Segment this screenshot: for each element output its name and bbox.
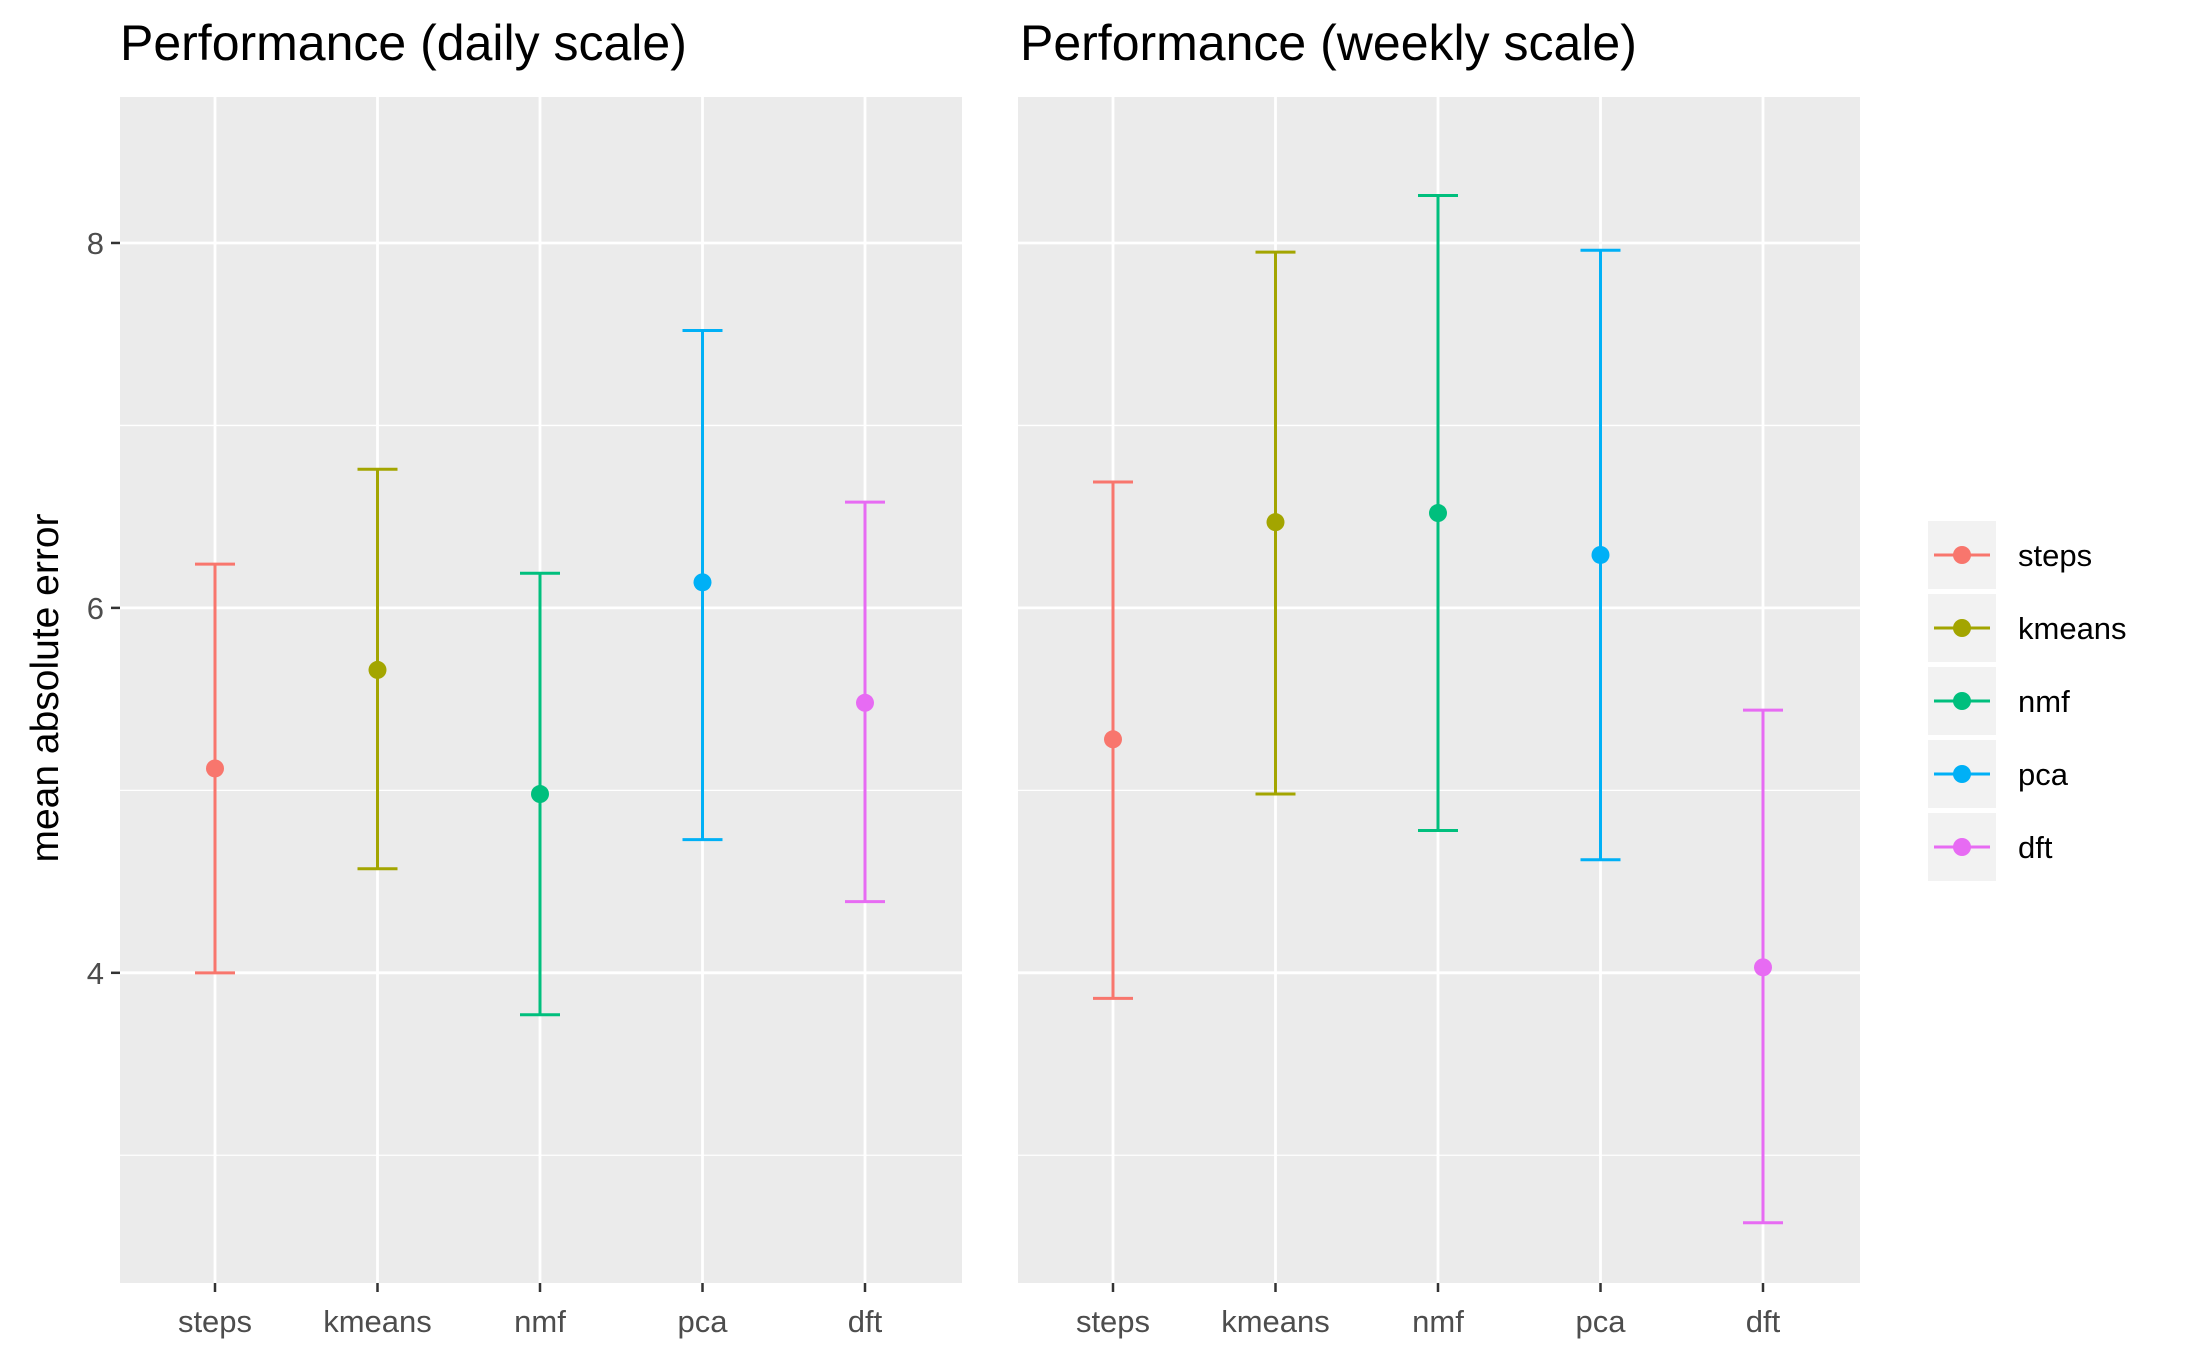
facet-panels: Performance (daily scale) 4 6 8 steps kmeans n… [87, 15, 1860, 1339]
mean-point [693, 573, 712, 592]
mean-point [368, 660, 387, 679]
x-tick-label: pca [1576, 1304, 1627, 1339]
errorbar-nmf [1418, 194, 1458, 832]
x-tick-label: nmf [514, 1304, 566, 1339]
errorbar-dft [845, 500, 885, 904]
mean-point [1429, 504, 1447, 523]
errorbar-pca [682, 329, 723, 842]
legend-label: kmeans [2018, 611, 2127, 646]
x-tick-label: kmeans [1221, 1304, 1330, 1339]
legend-key-point [1953, 838, 1971, 856]
errorbar-kmeans [1255, 250, 1296, 796]
mean-point [856, 693, 874, 712]
legend-key-point [1953, 692, 1971, 710]
legend: steps kmeans nmf pca dft [1928, 521, 2127, 881]
y-tick-label: 6 [87, 591, 104, 626]
mean-point [1266, 513, 1285, 532]
x-tick-label: kmeans [323, 1304, 432, 1339]
x-tick-label: dft [1746, 1304, 1781, 1339]
legend-key-point [1953, 765, 1971, 783]
errorbar-nmf [520, 571, 560, 1017]
panel-title: Performance (weekly scale) [1020, 15, 1637, 71]
legend-key-point [1953, 546, 1971, 564]
mean-point [1591, 545, 1610, 564]
errorbar-pca [1580, 248, 1621, 862]
y-tick-label: 4 [87, 956, 104, 991]
x-tick-label: steps [178, 1304, 252, 1339]
x-tick-label: pca [678, 1304, 729, 1339]
x-tick-label: nmf [1412, 1304, 1464, 1339]
y-axis-title: mean absolute error [24, 513, 67, 862]
panel-title: Performance (daily scale) [120, 15, 687, 71]
y-tick-label: 8 [87, 226, 104, 261]
errorbar-steps [1093, 480, 1133, 1000]
mean-point [206, 759, 224, 778]
x-tick-label: steps [1076, 1304, 1150, 1339]
legend-key-point [1953, 619, 1971, 637]
legend-label: steps [2018, 538, 2092, 573]
legend-item-pca: pca [1928, 740, 2069, 808]
mean-point [1754, 958, 1772, 977]
x-tick-label: dft [848, 1304, 883, 1339]
legend-item-dft: dft [1928, 813, 2053, 881]
mean-point [531, 785, 549, 804]
legend-label: pca [2018, 757, 2069, 792]
legend-label: dft [2018, 830, 2053, 865]
errorbar-steps [195, 562, 235, 975]
errorbar-dft [1743, 708, 1783, 1225]
errorbar-kmeans [357, 467, 398, 871]
panel-2: Performance (weekly scale) steps kmeans nmf… [1018, 15, 1860, 1339]
legend-item-kmeans: kmeans [1928, 594, 2127, 662]
legend-label: nmf [2018, 684, 2070, 719]
mean-point [1104, 730, 1122, 749]
panel-1: Performance (daily scale) 4 6 8 steps kmeans n… [87, 15, 962, 1339]
legend-item-steps: steps [1928, 521, 2092, 589]
legend-item-nmf: nmf [1928, 667, 2070, 735]
